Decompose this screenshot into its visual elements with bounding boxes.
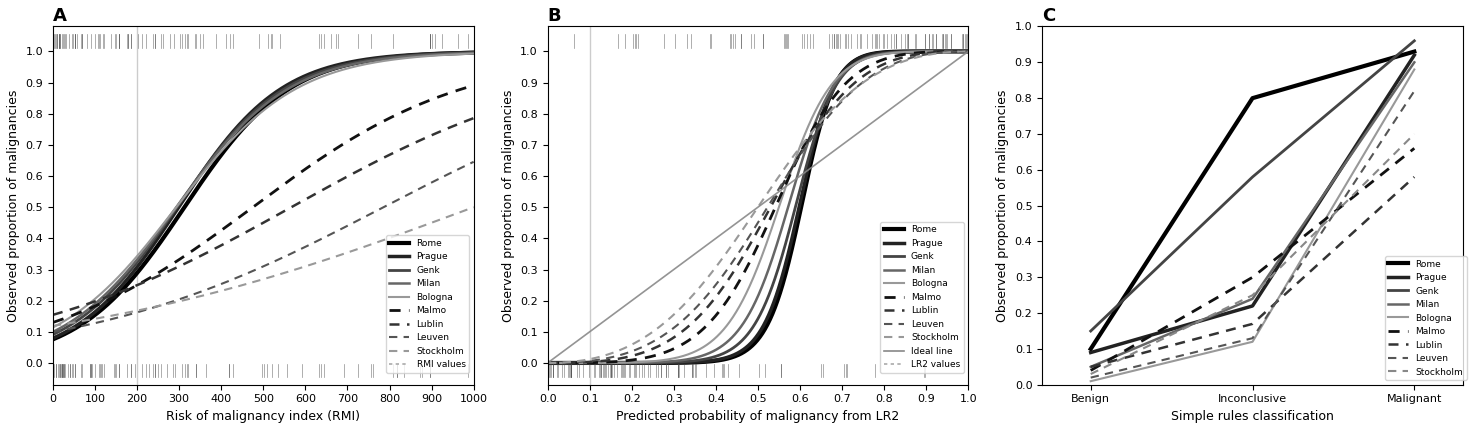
X-axis label: Simple rules classification: Simple rules classification: [1172, 410, 1334, 423]
Legend: Rome, Prague, Genk, Milan, Bologna, Malmo, Lublin, Leuven, Stockholm: Rome, Prague, Genk, Milan, Bologna, Malm…: [1385, 256, 1466, 380]
Y-axis label: Observed proportion of malignancies: Observed proportion of malignancies: [502, 89, 515, 322]
Text: C: C: [1042, 7, 1055, 25]
X-axis label: Predicted probability of malignancy from LR2: Predicted probability of malignancy from…: [617, 410, 899, 423]
X-axis label: Risk of malignancy index (RMI): Risk of malignancy index (RMI): [166, 410, 361, 423]
Legend: Rome, Prague, Genk, Milan, Bologna, Malmo, Lublin, Leuven, Stockholm, RMI values: Rome, Prague, Genk, Milan, Bologna, Malm…: [386, 235, 470, 373]
Text: A: A: [53, 7, 66, 25]
Y-axis label: Observed proportion of malignancies: Observed proportion of malignancies: [7, 89, 21, 322]
Legend: Rome, Prague, Genk, Milan, Bologna, Malmo, Lublin, Leuven, Stockholm, Ideal line: Rome, Prague, Genk, Milan, Bologna, Malm…: [880, 222, 964, 373]
Y-axis label: Observed proportion of malignancies: Observed proportion of malignancies: [997, 89, 1010, 322]
Text: B: B: [548, 7, 561, 25]
